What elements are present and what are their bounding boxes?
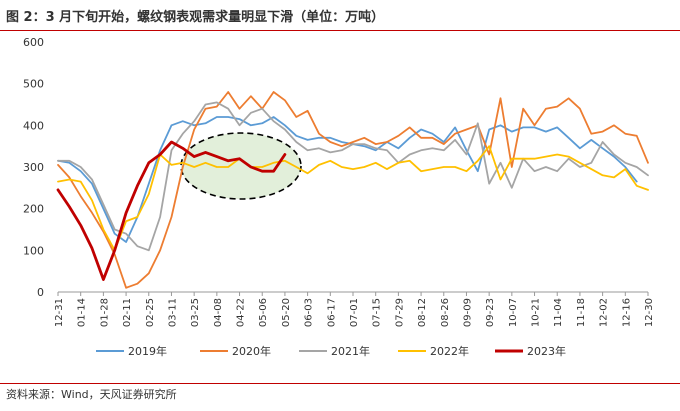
- y-tick-label: 0: [37, 286, 44, 299]
- x-tick-label: 10-07: [508, 298, 519, 327]
- x-tick-label: 12-16: [621, 298, 632, 327]
- title-bar: [0, 0, 680, 31]
- x-tick-label: 02-11: [122, 298, 133, 327]
- source-note: 资料来源：Wind，天风证券研究所: [6, 388, 177, 401]
- x-tick-label: 07-01: [349, 298, 360, 327]
- x-tick-label: 04-08: [213, 298, 224, 327]
- y-tick-label: 200: [23, 203, 44, 216]
- x-tick-label: 10-21: [531, 298, 542, 327]
- x-tick-label: 07-15: [372, 298, 383, 327]
- x-tick-label: 04-22: [236, 298, 247, 327]
- x-tick-label: 06-17: [326, 298, 337, 327]
- legend-label: 2019年: [128, 344, 167, 358]
- x-tick-label: 12-02: [599, 298, 610, 327]
- x-tick-label: 07-29: [394, 298, 405, 327]
- y-tick-label: 600: [23, 36, 44, 49]
- x-tick-label: 01-14: [77, 298, 88, 327]
- x-tick-label: 12-30: [644, 298, 655, 327]
- legend-label: 2022年: [430, 344, 469, 358]
- series-line-2022: [57, 145, 649, 252]
- series-line-2019: [57, 116, 638, 243]
- x-tick-label: 05-20: [281, 298, 292, 327]
- x-tick-label: 05-06: [258, 298, 269, 327]
- y-tick-label: 500: [23, 78, 44, 91]
- y-tick-label: 100: [23, 244, 44, 257]
- x-tick-label: 03-25: [190, 298, 201, 327]
- y-tick-label: 400: [23, 119, 44, 132]
- x-tick-label: 01-28: [99, 298, 110, 327]
- highlight-ellipse: [180, 132, 302, 200]
- x-tick-label: 12-31: [54, 298, 65, 327]
- line-chart: 0 100 200 300 400 500 600 12-31 01-14 01-28 02-11 0…: [23, 36, 655, 358]
- x-tick-label: 11-18: [576, 298, 587, 327]
- x-tick-label: 08-12: [417, 298, 428, 327]
- x-tick-label: 02-25: [145, 298, 156, 327]
- x-tick-label: 09-09: [462, 298, 473, 327]
- legend-label: 2021年: [331, 344, 370, 358]
- x-tick-label: 06-03: [304, 298, 315, 327]
- chart-title: 图 2：3 月下旬开始，螺纹钢表观需求量明显下滑（单位：万吨）: [6, 10, 385, 25]
- x-tick-label: 03-11: [167, 298, 178, 327]
- y-tick-label: 300: [23, 161, 44, 174]
- legend-label: 2023年: [527, 344, 566, 358]
- x-tick-label: 08-26: [440, 298, 451, 327]
- x-tick-label: 09-23: [485, 298, 496, 327]
- x-tick-label: 11-04: [553, 298, 564, 327]
- source-divider: [0, 383, 680, 384]
- series-line-2020: [57, 91, 649, 289]
- legend-label: 2020年: [232, 344, 271, 358]
- series-line-2023: [56, 140, 287, 281]
- series-line-2021: [57, 101, 649, 252]
